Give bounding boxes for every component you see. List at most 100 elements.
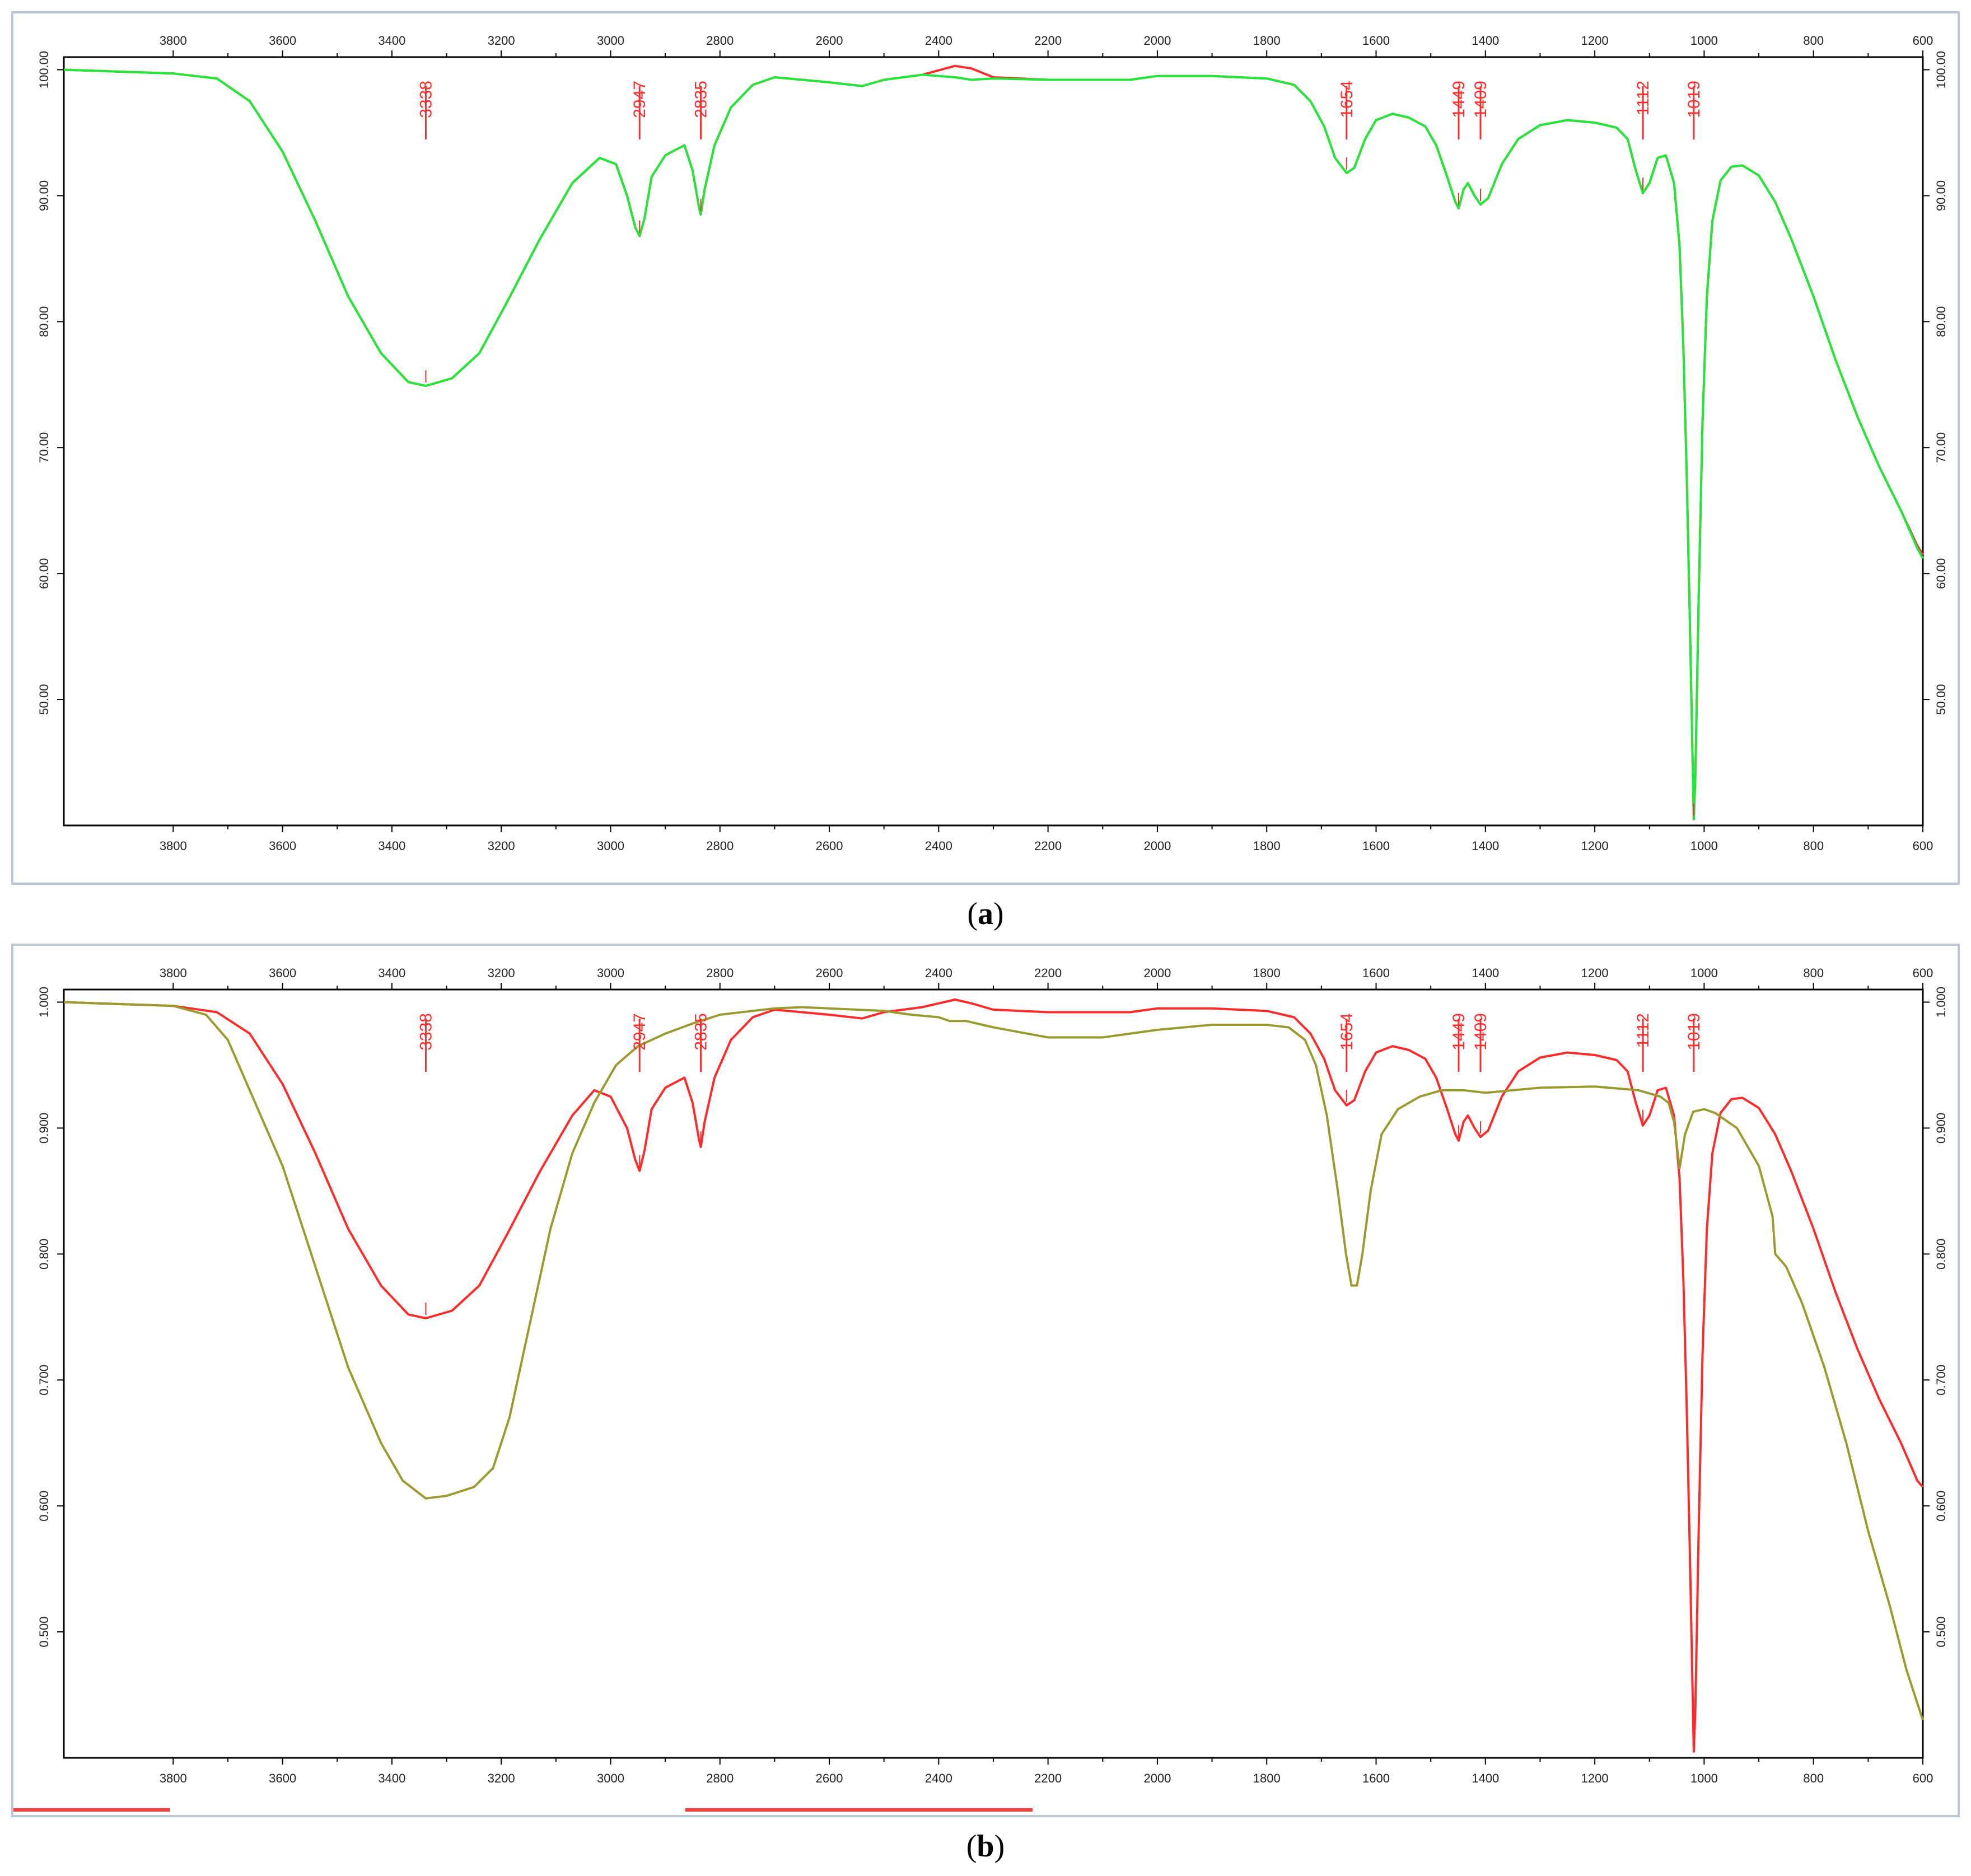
x-tick-label-bottom: 1800 — [1253, 1771, 1281, 1785]
x-tick-label-top: 3600 — [269, 34, 296, 48]
bottom-strip — [685, 1808, 1033, 1812]
x-tick-label-top: 3400 — [378, 34, 405, 48]
y-tick-label-right: 0.600 — [1934, 1491, 1948, 1522]
y-tick-label-right: 80.00 — [1934, 306, 1948, 337]
y-tick-label-left: 1.000 — [37, 987, 51, 1018]
y-tick-label-right: 70.00 — [1934, 432, 1948, 463]
y-tick-label-right: 0.800 — [1934, 1239, 1948, 1270]
spectrum-chart-b: 3800 3800 3600 3600 3400 3400 3200 3200 3000 3000… — [37, 966, 1948, 1785]
x-tick-label-bottom: 1600 — [1362, 1771, 1390, 1785]
x-tick-label-top: 2400 — [925, 34, 952, 48]
series-line-green — [63, 68, 1924, 820]
y-tick-label-right: 1.000 — [1934, 987, 1948, 1018]
x-tick-label-top: 3000 — [597, 966, 624, 980]
y-tick-label-left: 90.00 — [37, 180, 51, 211]
x-tick-label-top: 1000 — [1690, 34, 1718, 48]
x-tick-label-top: 2800 — [706, 34, 734, 48]
x-tick-label-bottom: 2200 — [1034, 1771, 1062, 1785]
x-tick-label-bottom: 2400 — [925, 1771, 952, 1785]
x-tick-label-top: 1600 — [1362, 34, 1390, 48]
peak-label-1019: 1019 — [1685, 81, 1703, 118]
x-tick-label-bottom: 800 — [1803, 1771, 1824, 1785]
peak-label-2835: 2835 — [692, 81, 711, 118]
y-tick-label-left: 0.500 — [37, 1617, 51, 1648]
peak-label-3338: 3338 — [417, 1013, 435, 1051]
y-tick-label-right: 90.00 — [1934, 180, 1948, 211]
peak-label-1654: 1654 — [1338, 1013, 1356, 1051]
peak-label-3338: 3338 — [417, 81, 435, 118]
bottom-strip — [13, 1808, 170, 1812]
x-tick-label-bottom: 2200 — [1034, 839, 1062, 853]
x-tick-label-bottom: 2600 — [816, 1771, 843, 1785]
y-tick-label-left: 70.00 — [37, 432, 51, 463]
peak-label-1654: 1654 — [1338, 81, 1356, 118]
x-tick-label-top: 1600 — [1362, 966, 1390, 980]
x-tick-label-bottom: 2800 — [706, 1771, 734, 1785]
peak-label-1112: 1112 — [1634, 81, 1652, 115]
x-tick-label-bottom: 1200 — [1581, 1771, 1609, 1785]
x-tick-label-top: 600 — [1913, 34, 1933, 48]
x-tick-label-bottom: 2400 — [925, 839, 952, 853]
x-tick-label-top: 1800 — [1253, 966, 1281, 980]
x-tick-label-bottom: 1400 — [1472, 839, 1499, 853]
spectrum-chart-a: 3800 3800 3600 3600 3400 3400 3200 3200 3000 3000… — [37, 34, 1948, 853]
x-tick-label-top: 3200 — [488, 966, 515, 980]
x-tick-label-bottom: 800 — [1803, 839, 1824, 853]
series-line-red — [63, 64, 1924, 820]
x-tick-label-bottom: 600 — [1913, 839, 1933, 853]
y-tick-label-right: 100.00 — [1934, 51, 1948, 88]
peak-label-1449: 1449 — [1450, 81, 1468, 118]
x-tick-label-bottom: 1800 — [1253, 839, 1281, 853]
peak-label-1112: 1112 — [1634, 1013, 1652, 1048]
x-tick-label-bottom: 3600 — [269, 1771, 296, 1785]
peak-label-1449: 1449 — [1450, 1013, 1468, 1051]
peak-label-2947: 2947 — [630, 1013, 649, 1051]
x-tick-label-bottom: 3400 — [378, 1771, 405, 1785]
series-line-olive — [63, 1001, 1924, 1721]
y-tick-label-left: 0.800 — [37, 1239, 51, 1270]
x-tick-label-top: 2400 — [925, 966, 952, 980]
peak-label-2835: 2835 — [692, 1013, 711, 1051]
caption-a: (a) — [967, 897, 1004, 931]
x-tick-label-top: 3400 — [378, 966, 405, 980]
x-tick-label-bottom: 3600 — [269, 839, 296, 853]
y-tick-label-left: 0.600 — [37, 1491, 51, 1522]
y-tick-label-left: 60.00 — [37, 558, 51, 589]
x-tick-label-top: 2200 — [1034, 966, 1062, 980]
plot-frame — [63, 988, 1924, 1759]
peak-label-1409: 1409 — [1472, 81, 1490, 118]
x-tick-label-top: 2600 — [816, 966, 843, 980]
x-tick-label-top: 3800 — [160, 34, 187, 48]
x-tick-label-bottom: 600 — [1913, 1771, 1933, 1785]
x-tick-label-bottom: 3400 — [378, 839, 405, 853]
peak-label-1019: 1019 — [1685, 1013, 1703, 1051]
y-tick-label-right: 0.900 — [1934, 1113, 1948, 1144]
y-tick-label-right: 0.500 — [1934, 1617, 1948, 1648]
x-tick-label-bottom: 1400 — [1472, 1771, 1499, 1785]
x-tick-label-top: 2800 — [706, 966, 734, 980]
x-tick-label-bottom: 2000 — [1143, 839, 1171, 853]
x-tick-label-bottom: 2800 — [706, 839, 734, 853]
x-tick-label-bottom: 3200 — [488, 1771, 515, 1785]
peak-label-1409: 1409 — [1472, 1013, 1490, 1051]
x-tick-label-top: 3600 — [269, 966, 296, 980]
x-tick-label-top: 3000 — [597, 34, 624, 48]
x-tick-label-top: 1400 — [1472, 34, 1499, 48]
chart-panel-a: 3800 3800 3600 3600 3400 3400 3200 3200 3000 3000… — [11, 11, 1960, 885]
x-tick-label-top: 2600 — [816, 34, 843, 48]
x-tick-label-bottom: 2600 — [816, 839, 843, 853]
x-tick-label-bottom: 1600 — [1362, 839, 1390, 853]
peak-label-2947: 2947 — [630, 81, 649, 118]
x-tick-label-top: 2000 — [1143, 34, 1171, 48]
y-tick-label-left: 50.00 — [37, 684, 51, 715]
y-tick-label-left: 0.900 — [37, 1113, 51, 1144]
y-tick-label-right: 50.00 — [1934, 684, 1948, 715]
y-tick-label-right: 0.700 — [1934, 1365, 1948, 1396]
x-tick-label-bottom: 1200 — [1581, 839, 1609, 853]
y-tick-label-left: 100.00 — [37, 51, 51, 88]
x-tick-label-top: 800 — [1803, 34, 1824, 48]
y-tick-label-right: 60.00 — [1934, 558, 1948, 589]
x-tick-label-bottom: 2000 — [1143, 1771, 1171, 1785]
y-tick-label-left: 80.00 — [37, 306, 51, 337]
x-tick-label-top: 1000 — [1690, 966, 1718, 980]
